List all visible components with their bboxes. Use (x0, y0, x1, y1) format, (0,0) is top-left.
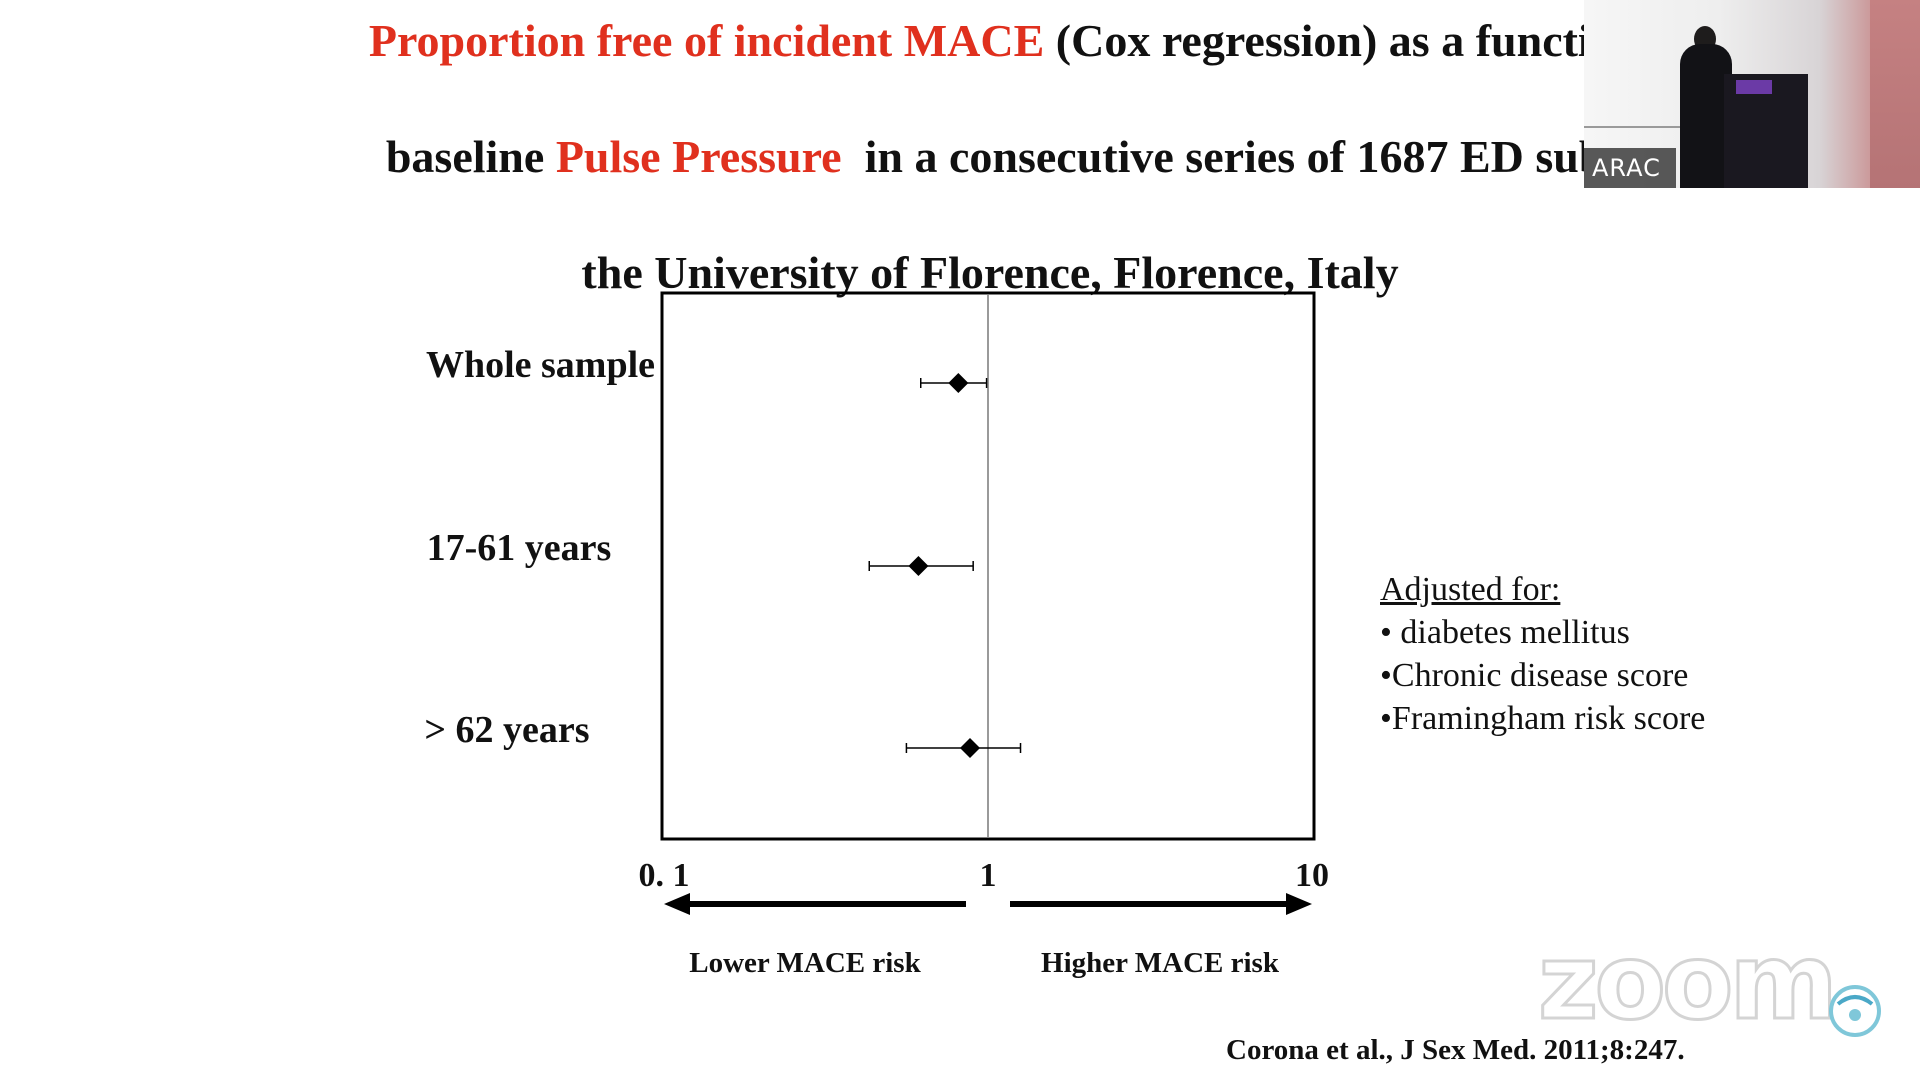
title-highlight-pulse-pressure: Pulse Pressure (555, 131, 842, 182)
speaker-figure (1680, 44, 1732, 188)
adjusted-item: •Framingham risk score (1380, 700, 1706, 737)
adjusted-heading: Adjusted for: (1380, 571, 1561, 608)
left-arrow (664, 893, 966, 915)
estimate-marker (960, 738, 981, 758)
right-arrow (1010, 893, 1312, 915)
title-line-2-rest: in a consecutive series of 1687 ED subje (841, 131, 1641, 182)
x-tick-label: 0. 1 (639, 857, 690, 894)
row-label: > 62 years (424, 709, 589, 751)
x-tick-label: 1 (980, 857, 997, 894)
podium-sign (1736, 80, 1772, 94)
title-line-2: baseline Pulse Pressure in a consecutive… (0, 70, 1920, 244)
row-label: Whole sample (426, 344, 655, 386)
adjusted-item: •Chronic disease score (1380, 657, 1689, 694)
higher-risk-label: Higher MACE risk (1041, 947, 1280, 979)
org-logo-icon (1829, 985, 1881, 1037)
stage-screen-edge (1584, 126, 1734, 128)
title-line-1: Proportion free of incident MACE (Cox re… (0, 12, 1920, 70)
citation: Corona et al., J Sex Med. 2011;8:247. (1226, 1034, 1685, 1066)
axis-tick-labels: 0. 1 1 10 (639, 857, 1330, 894)
estimate-marker (908, 556, 929, 576)
lower-risk-label: Lower MACE risk (689, 947, 921, 979)
title-line-3: the University of Florence, Florence, It… (581, 247, 1399, 298)
camera-label: ARAC (1584, 148, 1676, 188)
forest-row: 17-61 years (427, 527, 974, 576)
plot-frame (660, 291, 1316, 841)
adjusted-for-box: Adjusted for: • diabetes mellitus •Chron… (1380, 568, 1705, 740)
title-line-2-start: baseline (385, 131, 556, 182)
forest-rows: Whole sample 17-61 years > 62 years (424, 344, 1022, 758)
row-label: 17-61 years (427, 527, 612, 569)
zoom-watermark: zoom (1537, 921, 1840, 1043)
slide-title: Proportion free of incident MACE (Cox re… (0, 12, 1920, 302)
x-tick-label: 10 (1295, 857, 1329, 894)
forest-row: Whole sample (426, 344, 988, 393)
estimate-marker (948, 373, 969, 393)
forest-row: > 62 years (424, 709, 1022, 758)
adjusted-item: • diabetes mellitus (1380, 614, 1630, 651)
title-highlight-mace: Proportion free of incident MACE (368, 15, 1045, 66)
stage-side-panel (1870, 0, 1920, 188)
title-line-1-rest: (Cox regression) as a functic (1044, 15, 1612, 66)
speaker-camera-overlay: ARAC (1584, 0, 1920, 188)
